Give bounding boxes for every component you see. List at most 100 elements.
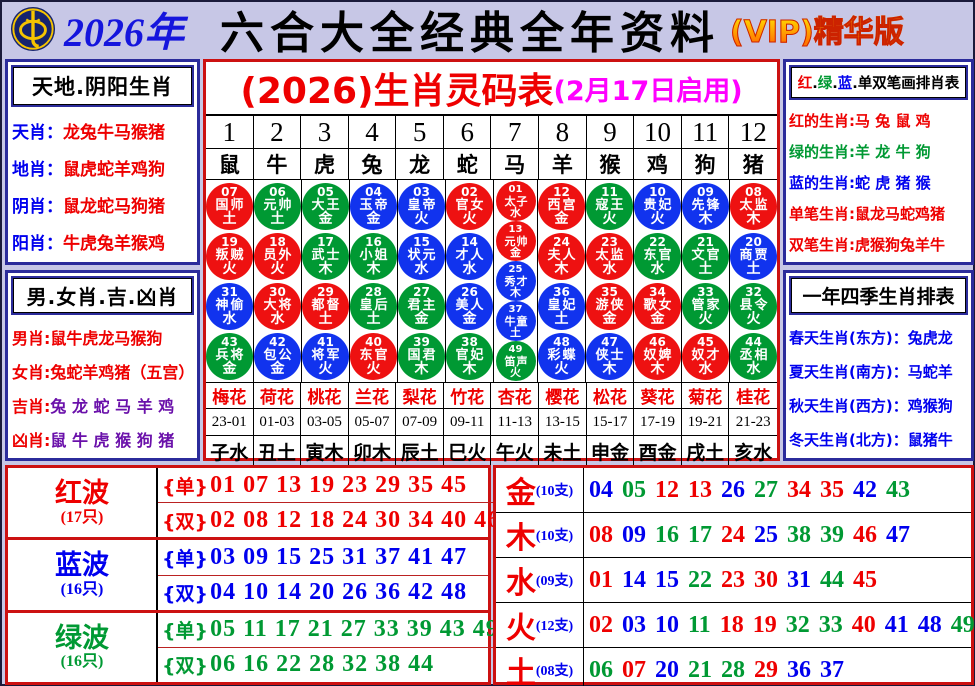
- ball-title: 官妃: [455, 348, 486, 363]
- hour-range-cell: 03-05: [301, 409, 349, 435]
- ball-title: 武士: [311, 248, 342, 263]
- title-part: 蓝: [837, 76, 853, 92]
- hour-range-cell: 15-17: [587, 409, 635, 435]
- ball-number: 47: [601, 335, 618, 349]
- ball-number: 23: [601, 235, 618, 249]
- ball-number: 40: [365, 335, 382, 349]
- ball-28: 28 皇后土: [350, 282, 397, 330]
- ball-element: 水: [222, 311, 237, 327]
- flower-row: 梅花 荷花 桃花 兰花 梨花 竹花 杏花 樱花 松花 葵花 菊花 桂花: [206, 382, 777, 409]
- season-zodiac-row: 夏天生肖(南方)：马蛇羊: [789, 362, 953, 381]
- title-part: 绿: [817, 76, 833, 92]
- wave-even-line: {双} 02 08 12 18 24 30 34 40 46: [158, 502, 501, 537]
- ball-element: 金: [414, 311, 429, 327]
- ball-number: 01: [508, 183, 523, 195]
- ball-title: 秀才: [504, 274, 529, 288]
- row-label: 蓝的生肖:: [789, 174, 855, 192]
- row-value: 鼠牛虎龙马猴狗: [50, 329, 163, 348]
- ball-element: 土: [746, 261, 761, 277]
- element-row-土: 土 (08支) 06 07 20 21 28 29 36 37: [496, 647, 971, 686]
- season-rows: 春天生肖(东方)：兔虎龙 夏天生肖(南方)：马蛇羊 秋天生肖(西方)：鸡猴狗 冬天生肖…: [786, 318, 971, 458]
- hour-range-cell: 11-13: [491, 409, 540, 435]
- title-part: .: [852, 76, 858, 92]
- element-label: 火 (12支): [496, 603, 584, 647]
- zodiac-cell: 猴: [587, 149, 635, 179]
- wave-name: 绿波: [55, 622, 109, 654]
- ball-16: 16 小姐木: [350, 232, 397, 280]
- ball-title: 状元: [407, 248, 438, 263]
- ball-15: 15 状元水: [398, 232, 445, 280]
- ball-element: 水: [462, 261, 477, 277]
- ball-title: 员外: [263, 248, 294, 263]
- ball-number: 45: [697, 335, 714, 349]
- ball-01: 01 太子水: [495, 181, 536, 221]
- row-label: 阳肖：: [12, 234, 63, 254]
- even-prefix: {双}: [162, 583, 209, 606]
- element-number: 14: [622, 566, 646, 593]
- zodiac-cell: 蛇: [444, 149, 492, 179]
- element-name: 水: [505, 566, 536, 601]
- zodiac-category-row: 男肖:鼠牛虎龙马猴狗: [12, 325, 193, 349]
- element-number: 45: [853, 566, 877, 593]
- ball-element: 水: [698, 361, 713, 377]
- zodiac-cell: 鸡: [634, 149, 682, 179]
- ball-04: 04 玉帝金: [350, 182, 397, 230]
- ball-45: 45 奴才水: [682, 332, 729, 380]
- ball-48: 48 彩蝶火: [538, 332, 585, 380]
- ball-title: 东官: [359, 348, 390, 363]
- ball-23: 23 太监水: [586, 232, 633, 280]
- element-name: 土: [505, 656, 536, 686]
- ball-title: 小姐: [359, 248, 390, 263]
- ball-element: 水: [414, 261, 429, 277]
- color-zodiac-row: 单笔生肖:鼠龙马蛇鸡猪: [789, 203, 968, 224]
- ball-title: 太监: [739, 198, 770, 213]
- flower-cell: 葵花: [634, 383, 682, 408]
- left-column: 天地.阴阳生肖 天肖：龙兔牛马猴猪 地肖：鼠虎蛇羊鸡狗 阴肖：鼠龙蛇马狗猪 阳肖：牛虎…: [5, 59, 200, 461]
- ball-title: 夫人: [547, 248, 578, 263]
- ball-title: 美人: [455, 298, 486, 313]
- zodiac-cell: 鼠: [206, 149, 254, 179]
- element-numbers: 06 07 20 21 28 29 36 37: [584, 648, 971, 686]
- zodiac-category-row: 地肖：鼠虎蛇羊鸡狗: [12, 155, 193, 180]
- element-name: 金: [505, 476, 536, 511]
- ball-title: 官女: [455, 198, 486, 213]
- ball-49: 49 笛声火: [495, 341, 536, 381]
- wave-count: (17只): [60, 508, 104, 526]
- element-number: 12: [655, 476, 679, 503]
- column-number-cell: 7: [491, 116, 540, 148]
- ball-title: 游侠: [595, 298, 626, 313]
- color-zodiac-row: 蓝的生肖:蛇 虎 猪 猴: [789, 172, 968, 193]
- even-numbers: 06 16 22 28 32 38 44: [210, 651, 435, 678]
- ball-element: 火: [746, 311, 761, 327]
- wave-numbers: {单} 01 07 13 19 23 29 35 45 {双} 02 08 12 18…: [158, 468, 501, 537]
- ball-title: 笛声: [504, 354, 529, 368]
- table-title: (2026)生肖灵码表 (2月17日启用): [206, 62, 777, 116]
- branch-cell: 巳火: [444, 436, 492, 466]
- branch-cell: 辰土: [396, 436, 444, 466]
- hour-range-cell: 05-07: [349, 409, 397, 435]
- zodiac-category-row: 阳肖：牛虎兔羊猴鸡: [12, 229, 193, 254]
- row-label: 吉肖:: [12, 397, 51, 416]
- ball-title: 君主: [407, 298, 438, 313]
- flower-cell: 樱花: [539, 383, 587, 408]
- branch-cell: 申金: [587, 436, 635, 466]
- wave-even-line: {双} 06 16 22 28 32 38 44: [158, 646, 499, 682]
- color-zodiac-row: 红的生肖:马 兔 鼠 鸡: [789, 110, 968, 131]
- panel-title: 一年四季生肖排表: [789, 276, 968, 315]
- panel-color-stroke-zodiac: 红.绿.蓝.单双笔画排肖表 红的生肖:马 兔 鼠 鸡绿的生肖:羊 龙 牛 狗蓝的…: [783, 59, 974, 265]
- ball-44: 44 丞相水: [730, 332, 777, 380]
- ball-element: 土: [318, 311, 333, 327]
- ball-element: 金: [510, 245, 521, 259]
- ball-element: 金: [366, 211, 381, 227]
- zodiac-cell: 虎: [301, 149, 349, 179]
- ball-element: 木: [366, 261, 381, 277]
- right-column: 红.绿.蓝.单双笔画排肖表 红的生肖:马 兔 鼠 鸡绿的生肖:羊 龙 牛 狗蓝的…: [783, 59, 974, 461]
- ball-number: 44: [745, 335, 762, 349]
- ball-title: 玉帝: [359, 198, 390, 213]
- element-number: 21: [688, 656, 712, 683]
- odd-prefix: {单}: [162, 547, 209, 570]
- hour-range-cell: 13-15: [539, 409, 587, 435]
- ball-27: 27 君主金: [398, 282, 445, 330]
- ball-title: 商贾: [739, 248, 770, 263]
- ball-number: 46: [649, 335, 666, 349]
